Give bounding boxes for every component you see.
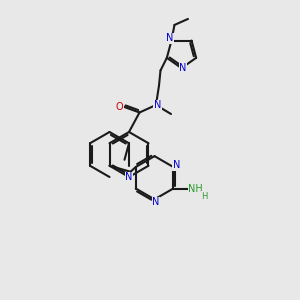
Text: N: N bbox=[166, 33, 174, 43]
Text: H: H bbox=[202, 192, 208, 201]
Text: N: N bbox=[179, 63, 187, 73]
Text: NH: NH bbox=[188, 184, 203, 194]
Text: N: N bbox=[125, 172, 133, 182]
Text: N: N bbox=[152, 197, 160, 207]
Text: N: N bbox=[172, 160, 180, 170]
Text: N: N bbox=[154, 100, 161, 110]
Text: O: O bbox=[116, 101, 123, 112]
